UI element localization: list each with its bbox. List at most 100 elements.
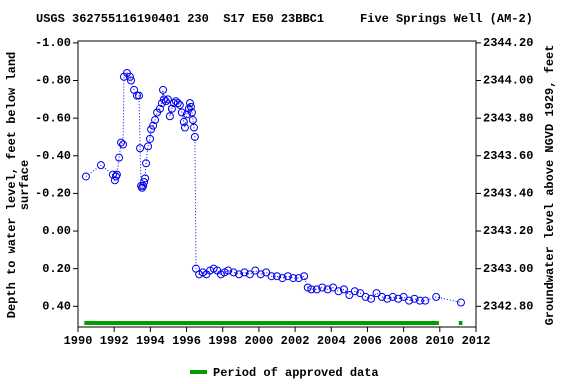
- data-point: [312, 285, 321, 294]
- data-point: [139, 181, 148, 190]
- data-point: [177, 108, 186, 117]
- data-point: [96, 161, 105, 170]
- data-point: [165, 112, 174, 121]
- x-tick-label: 2006: [353, 334, 382, 348]
- x-tick-label: 2000: [245, 334, 274, 348]
- y-tick-label: -0.20: [35, 187, 71, 201]
- data-point: [141, 174, 150, 183]
- data-point: [410, 294, 419, 303]
- data-point: [415, 296, 424, 305]
- data-point: [356, 289, 365, 298]
- y2-tick-label: 2344.20: [483, 36, 533, 50]
- x-tick-label: 2010: [425, 334, 454, 348]
- data-point: [329, 283, 338, 292]
- y-tick-label: -0.40: [35, 149, 71, 163]
- x-tick-label: 1994: [136, 334, 165, 348]
- data-point: [169, 99, 178, 108]
- data-point: [142, 159, 151, 168]
- data-point: [81, 172, 90, 181]
- data-point: [421, 296, 430, 305]
- x-tick-label: 2012: [462, 334, 491, 348]
- data-point: [300, 272, 309, 281]
- x-tick-label: 1998: [208, 334, 237, 348]
- data-point: [361, 292, 370, 301]
- data-point: [456, 298, 465, 307]
- data-point: [149, 121, 158, 130]
- data-point: [283, 272, 292, 281]
- x-tick-label: 1992: [100, 334, 129, 348]
- data-point: [112, 170, 121, 179]
- data-point: [127, 76, 136, 85]
- x-tick-label: 1996: [172, 334, 201, 348]
- plot-frame: [77, 40, 477, 328]
- legend-label: Period of approved data: [213, 366, 379, 380]
- data-point: [119, 140, 128, 149]
- y2-axis-label: Groundwater level above NGVD 1929, feet: [543, 45, 557, 326]
- data-point: [138, 183, 147, 192]
- data-point: [136, 144, 145, 153]
- data-point: [161, 97, 170, 106]
- data-point: [155, 104, 164, 113]
- data-point: [188, 116, 197, 125]
- data-point: [323, 285, 332, 294]
- data-point: [278, 274, 287, 283]
- data-point: [394, 294, 403, 303]
- data-point: [273, 272, 281, 281]
- data-point: [147, 125, 156, 134]
- x-tick-label: 2008: [389, 334, 418, 348]
- data-point: [307, 285, 316, 294]
- data-point: [367, 294, 376, 303]
- data-point: [383, 294, 392, 303]
- data-point: [399, 292, 408, 301]
- y-tick-label: 0.00: [42, 224, 71, 238]
- y-tick-label: 0.40: [42, 299, 71, 313]
- data-point: [159, 95, 168, 104]
- x-tick-label: 2004: [317, 334, 346, 348]
- data-point: [350, 287, 359, 296]
- data-point: [235, 270, 244, 279]
- y-tick-label: -0.80: [35, 74, 71, 88]
- data-point: [267, 272, 276, 281]
- data-point: [171, 97, 180, 106]
- y-tick-label: -0.60: [35, 111, 71, 125]
- chart-title: USGS 362755116190401 230 S17 E50 23BBC1 …: [36, 12, 533, 26]
- y2-tick-label: 2343.80: [483, 111, 533, 125]
- data-point: [256, 270, 265, 279]
- data-point: [294, 274, 303, 283]
- data-point: [180, 123, 189, 132]
- y-axis-label: Depth to water level, feet below land: [5, 52, 19, 318]
- data-point: [173, 99, 182, 108]
- data-point: [185, 99, 194, 108]
- y2-tick-label: 2342.80: [483, 299, 533, 313]
- data-point: [179, 117, 188, 126]
- data-point: [190, 132, 199, 141]
- y-tick-label: -1.00: [35, 36, 71, 50]
- data-point: [163, 95, 172, 104]
- data-point: [289, 274, 298, 283]
- data-point: [245, 270, 254, 279]
- data-point: [117, 138, 126, 147]
- data-point: [134, 91, 143, 100]
- data-point: [110, 176, 119, 185]
- y2-tick-label: 2343.60: [483, 149, 533, 163]
- data-point: [240, 268, 249, 277]
- data-point: [251, 266, 260, 275]
- data-point: [159, 85, 168, 94]
- x-tick-label: 1990: [64, 334, 93, 348]
- y2-tick-label: 2343.40: [483, 187, 533, 201]
- data-point: [432, 292, 441, 301]
- data-point: [372, 289, 381, 298]
- y-axis-label: surface: [18, 160, 32, 210]
- data-point: [186, 102, 195, 111]
- data-point: [229, 268, 238, 277]
- data-point: [189, 123, 198, 132]
- data-point: [318, 283, 327, 292]
- data-point: [151, 116, 160, 125]
- data-point: [125, 72, 134, 81]
- data-point: [262, 268, 271, 277]
- data-point: [182, 110, 191, 119]
- data-point: [144, 142, 153, 151]
- data-point: [377, 292, 386, 301]
- data-point: [334, 287, 343, 296]
